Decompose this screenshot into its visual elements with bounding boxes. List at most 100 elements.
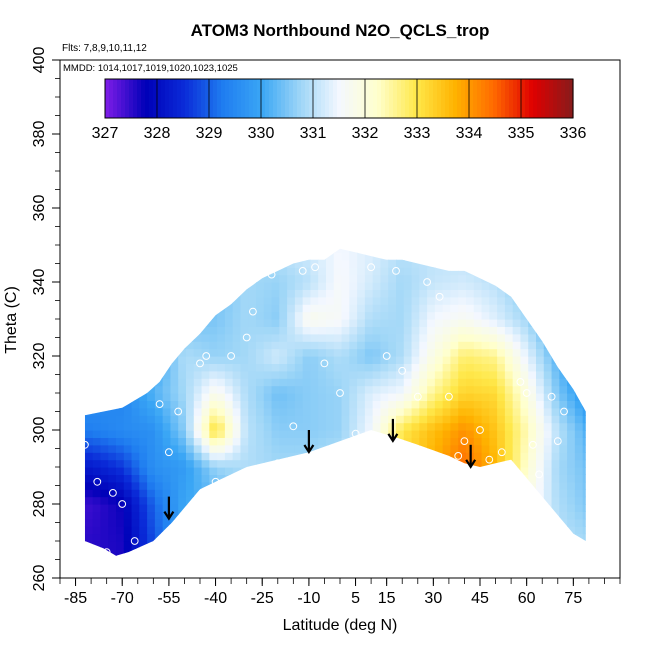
- heatmap-cell: [473, 467, 483, 475]
- heatmap-cell: [536, 407, 545, 416]
- heatmap-cell: [559, 518, 568, 527]
- heatmap-cell: [100, 341, 109, 350]
- heatmap-cell: [147, 422, 156, 431]
- heatmap-cell: [372, 444, 382, 453]
- heatmap-cell: [279, 370, 288, 379]
- heatmap-cell: [224, 489, 234, 498]
- heatmap-cell: [582, 430, 586, 438]
- heatmap-cell: [357, 496, 366, 505]
- heatmap-cell: [162, 304, 172, 313]
- heatmap-cell: [186, 393, 195, 401]
- heatmap-cell: [512, 533, 522, 542]
- colorbar-swatch: [221, 79, 226, 118]
- heatmap-cell: [442, 289, 452, 298]
- heatmap-cell: [193, 341, 203, 350]
- heatmap-cell: [364, 348, 374, 357]
- heatmap-cell: [380, 356, 389, 364]
- heatmap-cell: [294, 319, 304, 327]
- heatmap-cell: [380, 238, 388, 246]
- heatmap-cell: [419, 467, 428, 475]
- heatmap-cell: [419, 548, 428, 556]
- heatmap-cell: [209, 363, 218, 372]
- heatmap-cell: [123, 459, 133, 468]
- measurement-point: [336, 389, 344, 397]
- heatmap-cell: [302, 319, 312, 327]
- heatmap-cell: [466, 481, 475, 490]
- heatmap-cell: [380, 504, 389, 512]
- heatmap-cell: [123, 511, 133, 520]
- heatmap-cell: [240, 459, 249, 468]
- heatmap-cell: [295, 238, 303, 246]
- heatmap-cell: [365, 556, 373, 564]
- heatmap-cell: [232, 311, 242, 320]
- heatmap-cell: [528, 370, 537, 379]
- heatmap-cell: [170, 548, 179, 556]
- colorbar-swatch: [533, 79, 538, 118]
- heatmap-cell: [473, 341, 483, 350]
- heatmap-cell: [419, 563, 427, 571]
- heatmap-cell: [582, 444, 586, 453]
- heatmap-cell: [582, 393, 586, 401]
- heatmap-cell: [201, 393, 210, 401]
- heatmap-cell: [388, 511, 397, 520]
- heatmap-cell: [186, 274, 195, 283]
- heatmap-cell: [450, 481, 459, 490]
- heatmap-cell: [396, 393, 405, 401]
- heatmap-cell: [559, 548, 568, 556]
- heatmap-cell: [574, 452, 584, 461]
- heatmap-cell: [481, 385, 490, 394]
- heatmap-cell: [193, 504, 203, 512]
- heatmap-cell: [287, 341, 296, 350]
- heatmap-cell: [147, 481, 156, 490]
- heatmap-cell: [224, 248, 234, 253]
- heatmap-cell: [92, 459, 102, 468]
- heatmap-cell: [574, 385, 584, 394]
- heatmap-cell: [434, 267, 444, 276]
- heatmap-cell: [419, 356, 428, 364]
- heatmap-cell: [294, 400, 304, 409]
- heatmap-cell: [427, 444, 436, 453]
- heatmap-cell: [333, 481, 343, 490]
- heatmap-cell: [419, 274, 428, 283]
- heatmap-cell: [513, 556, 521, 564]
- heatmap-cell: [116, 319, 125, 327]
- heatmap-cell: [116, 518, 125, 527]
- heatmap-cell: [528, 511, 537, 520]
- heatmap-cell: [497, 467, 506, 475]
- heatmap-cell: [536, 248, 545, 253]
- heatmap-cell: [232, 259, 242, 268]
- heatmap-cell: [403, 548, 413, 556]
- heatmap-cell: [294, 548, 304, 556]
- heatmap-cell: [574, 415, 584, 424]
- heatmap-cell: [139, 489, 148, 498]
- heatmap-cell: [419, 407, 428, 416]
- heatmap-cell: [248, 452, 257, 461]
- heatmap-cell: [357, 467, 366, 475]
- heatmap-cell: [567, 415, 576, 424]
- heatmap-cell: [318, 563, 326, 571]
- heatmap-cell: [326, 370, 335, 379]
- heatmap-cell: [326, 489, 335, 498]
- heatmap-cell: [364, 526, 374, 535]
- heatmap-cell: [380, 526, 389, 535]
- heatmap-cell: [232, 452, 242, 461]
- heatmap-cell: [536, 363, 545, 372]
- heatmap-cell: [427, 333, 436, 342]
- down-arrow-icon: [387, 418, 399, 443]
- heatmap-cell: [559, 238, 567, 246]
- heatmap-cell: [481, 400, 490, 409]
- heatmap-cell: [155, 238, 163, 246]
- heatmap-cell: [170, 541, 179, 549]
- heatmap-cell: [481, 541, 490, 549]
- heatmap-cell: [170, 370, 179, 379]
- heatmap-cell: [349, 274, 358, 283]
- heatmap-cell: [434, 407, 444, 416]
- heatmap-cell: [224, 252, 234, 261]
- heatmap-cell: [504, 430, 514, 438]
- heatmap-cell: [520, 481, 529, 490]
- heatmap-cell: [271, 304, 280, 313]
- heatmap-cell: [574, 511, 584, 520]
- heatmap-cell: [147, 533, 156, 542]
- heatmap-cell: [372, 348, 382, 357]
- heatmap-cell: [92, 282, 102, 290]
